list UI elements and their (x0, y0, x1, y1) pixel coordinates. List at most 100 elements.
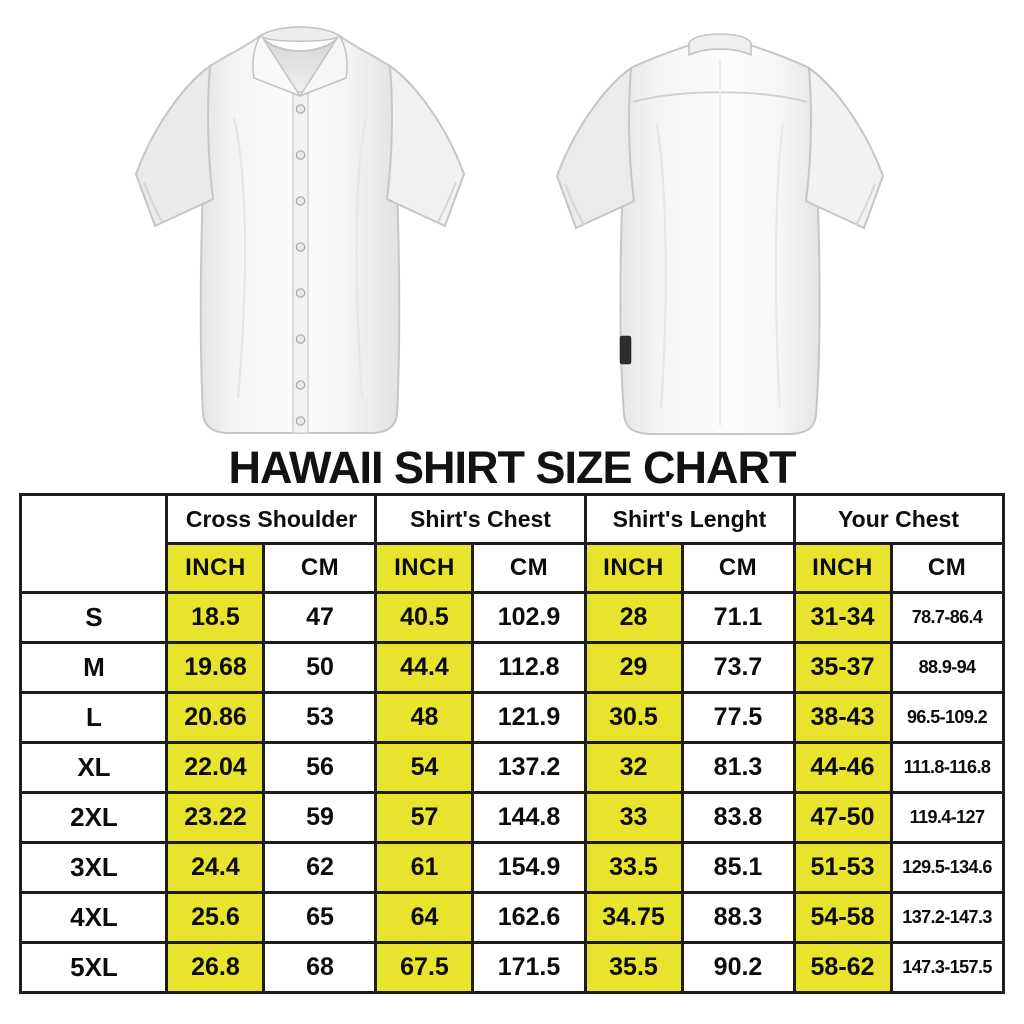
size-label: 2XL (19, 791, 169, 844)
unit-header-inch: INCH (792, 542, 893, 594)
cell: 28 (583, 591, 684, 644)
column-group-shirts-lenght: Shirt's Lenght (583, 493, 796, 545)
unit-header-row: INCH CM INCH CM INCH CM INCH CM (21, 542, 1005, 594)
cell: 56 (262, 741, 378, 794)
fold-line (656, 123, 667, 410)
size-label: XL (19, 741, 169, 794)
cell: 90.2 (680, 941, 796, 994)
size-label: M (19, 641, 169, 694)
unit-header-cm: CM (262, 542, 378, 594)
size-label: 3XL (19, 841, 169, 894)
cell: 23.22 (165, 791, 266, 844)
cell: 61 (374, 841, 475, 894)
cell: 137.2-147.3 (889, 891, 1005, 944)
cell: 81.3 (680, 741, 796, 794)
corner-cell (19, 493, 169, 594)
cell: 59 (262, 791, 378, 844)
cell: 54-58 (792, 891, 893, 944)
fold-line (355, 117, 367, 399)
size-chart-table: Cross Shoulder Shirt's Chest Shirt's Len… (19, 493, 1005, 994)
cell: 71.1 (680, 591, 796, 644)
table-row-m: M 19.68 50 44.4 112.8 29 73.7 35-37 88.9… (19, 641, 1005, 694)
cell: 30.5 (583, 691, 684, 744)
cell: 57 (374, 791, 475, 844)
table-row-5xl: 5XL 26.8 68 67.5 171.5 35.5 90.2 58-62 1… (19, 941, 1005, 994)
size-label: S (19, 591, 169, 644)
cell: 24.4 (165, 841, 266, 894)
cell: 67.5 (374, 941, 475, 994)
size-label: 4XL (19, 891, 169, 944)
cell: 68 (262, 941, 378, 994)
cell: 102.9 (471, 591, 587, 644)
collar-left-flap (252, 34, 301, 97)
cell: 47 (262, 591, 378, 644)
table-row-3xl: 3XL 24.4 62 61 154.9 33.5 85.1 51-53 129… (19, 841, 1005, 894)
cell: 78.7-86.4 (889, 591, 1005, 644)
cell: 83.8 (680, 791, 796, 844)
cell: 112.8 (471, 641, 587, 694)
cell: 137.2 (471, 741, 587, 794)
cell: 88.3 (680, 891, 796, 944)
unit-header-inch: INCH (583, 542, 684, 594)
left-cuff-seam (143, 181, 163, 223)
unit-header-cm: CM (471, 542, 587, 594)
button-placket (292, 91, 309, 434)
side-hem-tag (619, 335, 632, 365)
cell: 31-34 (792, 591, 893, 644)
cell: 25.6 (165, 891, 266, 944)
cell: 88.9-94 (889, 641, 1005, 694)
cell: 33 (583, 791, 684, 844)
table-row-l: L 20.86 53 48 121.9 30.5 77.5 38-43 96.5… (19, 691, 1005, 744)
size-label: 5XL (19, 941, 169, 994)
cell: 44.4 (374, 641, 475, 694)
cell: 32 (583, 741, 684, 794)
left-cuff-seam (564, 183, 585, 226)
buttons (295, 104, 306, 426)
cell: 22.04 (165, 741, 266, 794)
cell: 119.4-127 (889, 791, 1005, 844)
table-row-4xl: 4XL 25.6 65 64 162.6 34.75 88.3 54-58 13… (19, 891, 1005, 944)
cell: 147.3-157.5 (889, 941, 1005, 994)
cell: 73.7 (680, 641, 796, 694)
cell: 111.8-116.8 (889, 741, 1005, 794)
column-group-your-chest: Your Chest (792, 493, 1005, 545)
cell: 18.5 (165, 591, 266, 644)
shirt-back-right-sleeve (804, 65, 885, 230)
cell: 34.75 (583, 891, 684, 944)
cell: 144.8 (471, 791, 587, 844)
shirt-back-left-sleeve (555, 65, 636, 230)
cell: 154.9 (471, 841, 587, 894)
cell: 129.5-134.6 (889, 841, 1005, 894)
cell: 38-43 (792, 691, 893, 744)
cell: 20.86 (165, 691, 266, 744)
cell: 40.5 (374, 591, 475, 644)
shirt-images-section (0, 0, 1024, 444)
right-cuff-seam (855, 183, 876, 226)
cell: 121.9 (471, 691, 587, 744)
cell: 62 (262, 841, 378, 894)
cell: 65 (262, 891, 378, 944)
collar-right-flap (299, 34, 348, 97)
cell: 19.68 (165, 641, 266, 694)
cell: 64 (374, 891, 475, 944)
cell: 44-46 (792, 741, 893, 794)
cell: 26.8 (165, 941, 266, 994)
unit-header-cm: CM (680, 542, 796, 594)
cell: 54 (374, 741, 475, 794)
right-cuff-seam (437, 181, 457, 223)
cell: 85.1 (680, 841, 796, 894)
size-label: L (19, 691, 169, 744)
unit-header-cm: CM (889, 542, 1005, 594)
cell: 53 (262, 691, 378, 744)
cell: 33.5 (583, 841, 684, 894)
shirt-front-left-sleeve (134, 63, 215, 228)
table-row-s: S 18.5 47 40.5 102.9 28 71.1 31-34 78.7-… (19, 591, 1005, 644)
shirt-front-right-sleeve (385, 63, 466, 228)
cell: 58-62 (792, 941, 893, 994)
unit-header-inch: INCH (165, 542, 266, 594)
fold-line (774, 123, 784, 410)
collar-band (258, 26, 342, 42)
cell: 77.5 (680, 691, 796, 744)
cell: 35.5 (583, 941, 684, 994)
